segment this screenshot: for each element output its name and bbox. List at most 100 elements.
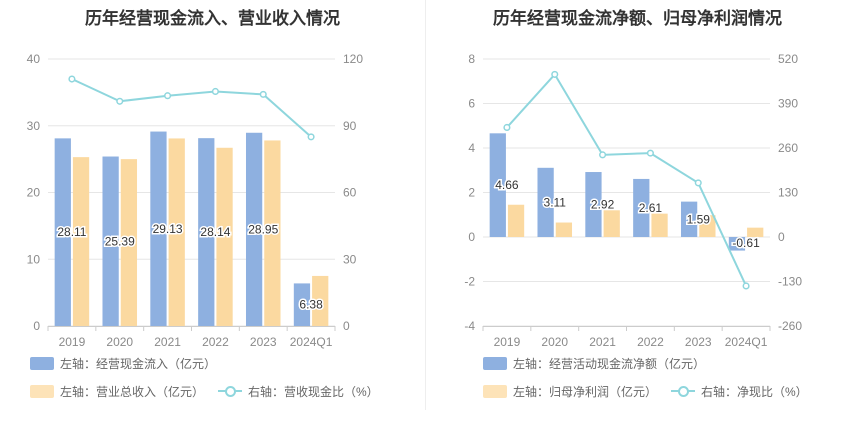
left-y-tick-label: 4 — [468, 141, 475, 155]
legend-label: 左轴：经营现金流入（亿元） — [60, 356, 217, 371]
bar-secondary-0 — [507, 204, 525, 237]
legend-item-revenue[interactable]: 左轴：营业总收入（亿元） — [30, 381, 204, 401]
legend-item-net-profit[interactable]: 左轴：归母净利润（亿元） — [483, 381, 657, 401]
right-y-tick-label: 130 — [778, 186, 798, 200]
x-tick-label: 2020 — [541, 335, 568, 349]
right-chart-title: 历年经营现金流净额、归母净利润情况 — [493, 9, 782, 28]
bar-secondary-5 — [312, 275, 329, 326]
left-y-tick-label: 8 — [468, 52, 475, 66]
right-chart-plot: -4 -2 0 2 4 6 8 -260 -130 0 130 260 390 520 2019 2020 20… — [464, 52, 802, 349]
bar-secondary-0 — [72, 157, 90, 326]
right-y-tick-label: 390 — [778, 97, 798, 111]
bar-secondary-1 — [555, 222, 573, 237]
left-y-tick-label: 40 — [27, 52, 41, 66]
right-y-tick-label: 520 — [778, 52, 798, 66]
x-tick-label: 2022 — [202, 335, 229, 349]
x-tick-label: 2022 — [637, 335, 664, 349]
legend-item-cash-revenue-ratio[interactable]: 右轴：营收现金比（%） — [218, 381, 379, 401]
bar-0 — [54, 138, 71, 326]
bar-data-label: 2.61 — [639, 201, 663, 215]
x-tick-label: 2024Q1 — [725, 335, 768, 349]
ratio-point-3 — [646, 149, 654, 157]
bar-data-label: 28.95 — [248, 222, 278, 236]
legend-swatch-blue — [30, 356, 54, 370]
bar-secondary-4 — [264, 140, 281, 326]
x-tick-label: 2021 — [154, 335, 181, 349]
bar-data-label: 25.39 — [105, 234, 135, 248]
legend-label: 左轴：归母净利润（亿元） — [513, 384, 658, 399]
legend-item-net-cash-ratio[interactable]: 右轴：净现比（%） — [671, 381, 808, 401]
left-chart-plot: 0 10 20 30 40 0 30 60 90 120 2019 2020 2021 2022 2023 2… — [27, 52, 364, 349]
right-y-tick-label: 120 — [343, 52, 363, 66]
legend-label: 右轴：净现比（%） — [701, 384, 808, 399]
bar-secondary-2 — [168, 138, 185, 326]
legend-label: 左轴：经营活动现金流净额（亿元） — [513, 356, 706, 371]
ratio-point-2 — [599, 151, 607, 159]
ratio-point-1 — [551, 70, 559, 78]
bar-secondary-4 — [699, 215, 716, 237]
legend-line-icon — [218, 384, 242, 398]
bar-4 — [680, 201, 698, 237]
right-y-tick-label: -260 — [778, 319, 802, 333]
right-chart-panel: 历年经营现金流净额、归母净利润情况 -4 -2 0 2 4 6 8 -260 -130 0 130 2… — [425, 0, 850, 437]
bar-data-label: 6.38 — [299, 298, 323, 312]
x-tick-label: 2021 — [589, 335, 616, 349]
legend-swatch-blue — [483, 356, 507, 370]
ratio-point-3 — [211, 87, 219, 96]
ratio-point-5 — [742, 282, 750, 290]
bar-secondary-3 — [216, 147, 233, 326]
left-y-tick-label: 0 — [33, 319, 40, 333]
ratio-line — [71, 78, 312, 138]
x-tick-label: 2024Q1 — [290, 335, 333, 349]
right-y-tick-label: 260 — [778, 141, 798, 155]
bar-secondary-5 — [747, 227, 764, 237]
bar-0 — [489, 133, 506, 237]
bar-2 — [585, 172, 602, 237]
ratio-line — [506, 72, 747, 287]
bar-data-label: -0.61 — [732, 236, 760, 250]
bar-secondary-1 — [120, 159, 138, 326]
bar-data-label: 29.13 — [153, 222, 183, 236]
legend-line-icon — [671, 384, 695, 398]
bar-data-label: 4.66 — [495, 178, 519, 192]
bar-data-label: 28.11 — [57, 225, 86, 239]
panel-divider — [425, 0, 426, 410]
left-y-tick-label: 30 — [27, 119, 41, 133]
left-y-tick-label: 2 — [468, 186, 475, 200]
right-y-tick-label: -130 — [778, 275, 802, 289]
ratio-point-5 — [307, 133, 315, 141]
bar-1 — [102, 156, 119, 326]
legend-swatch-orange — [30, 384, 54, 398]
left-y-tick-label: -4 — [464, 319, 475, 333]
bar-5 — [728, 237, 746, 251]
bar-data-label: 28.14 — [200, 225, 230, 239]
bar-data-label: 1.59 — [687, 212, 711, 226]
right-y-tick-label: 30 — [343, 252, 357, 266]
ratio-point-0 — [68, 75, 76, 83]
x-tick-label: 2023 — [685, 335, 712, 349]
bar-secondary-2 — [603, 210, 620, 237]
legend-label: 右轴：营收现金比（%） — [248, 384, 379, 399]
x-tick-label: 2023 — [250, 335, 277, 349]
right-y-tick-label: 0 — [343, 319, 350, 333]
bar-5 — [293, 283, 311, 326]
ratio-point-2 — [164, 92, 172, 100]
ratio-point-1 — [116, 97, 124, 105]
legend-label: 左轴：营业总收入（亿元） — [60, 384, 205, 399]
x-tick-label: 2019 — [494, 335, 521, 349]
left-y-tick-label: 6 — [468, 97, 475, 111]
bar-2 — [150, 131, 167, 326]
bar-1 — [537, 167, 554, 237]
legend-item-operating-cash-net[interactable]: 左轴：经营活动现金流净额（亿元） — [483, 353, 705, 373]
bar-3 — [633, 178, 650, 237]
bar-data-label: 3.11 — [544, 195, 567, 209]
right-y-tick-label: 60 — [343, 186, 357, 200]
legend-item-cash-inflow[interactable]: 左轴：经营现金流入（亿元） — [30, 353, 216, 373]
ratio-point-4 — [259, 90, 267, 98]
right-y-tick-label: 90 — [343, 119, 357, 133]
left-y-tick-label: 10 — [27, 252, 41, 266]
left-y-tick-label: 0 — [468, 230, 475, 244]
bar-data-label: 2.92 — [591, 198, 615, 212]
x-tick-label: 2020 — [106, 335, 133, 349]
right-y-tick-label: 0 — [778, 230, 785, 244]
